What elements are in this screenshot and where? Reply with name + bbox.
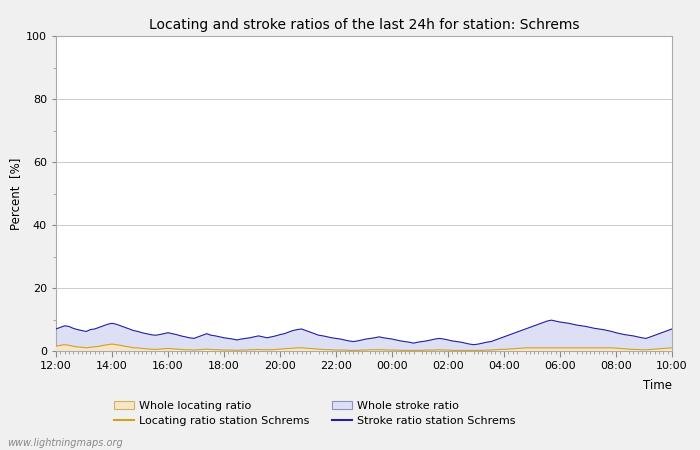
Text: www.lightningmaps.org: www.lightningmaps.org <box>7 438 122 448</box>
Text: Time: Time <box>643 379 672 392</box>
Title: Locating and stroke ratios of the last 24h for station: Schrems: Locating and stroke ratios of the last 2… <box>148 18 580 32</box>
Y-axis label: Percent  [%]: Percent [%] <box>9 158 22 230</box>
Legend: Whole locating ratio, Locating ratio station Schrems, Whole stroke ratio, Stroke: Whole locating ratio, Locating ratio sta… <box>113 400 516 426</box>
